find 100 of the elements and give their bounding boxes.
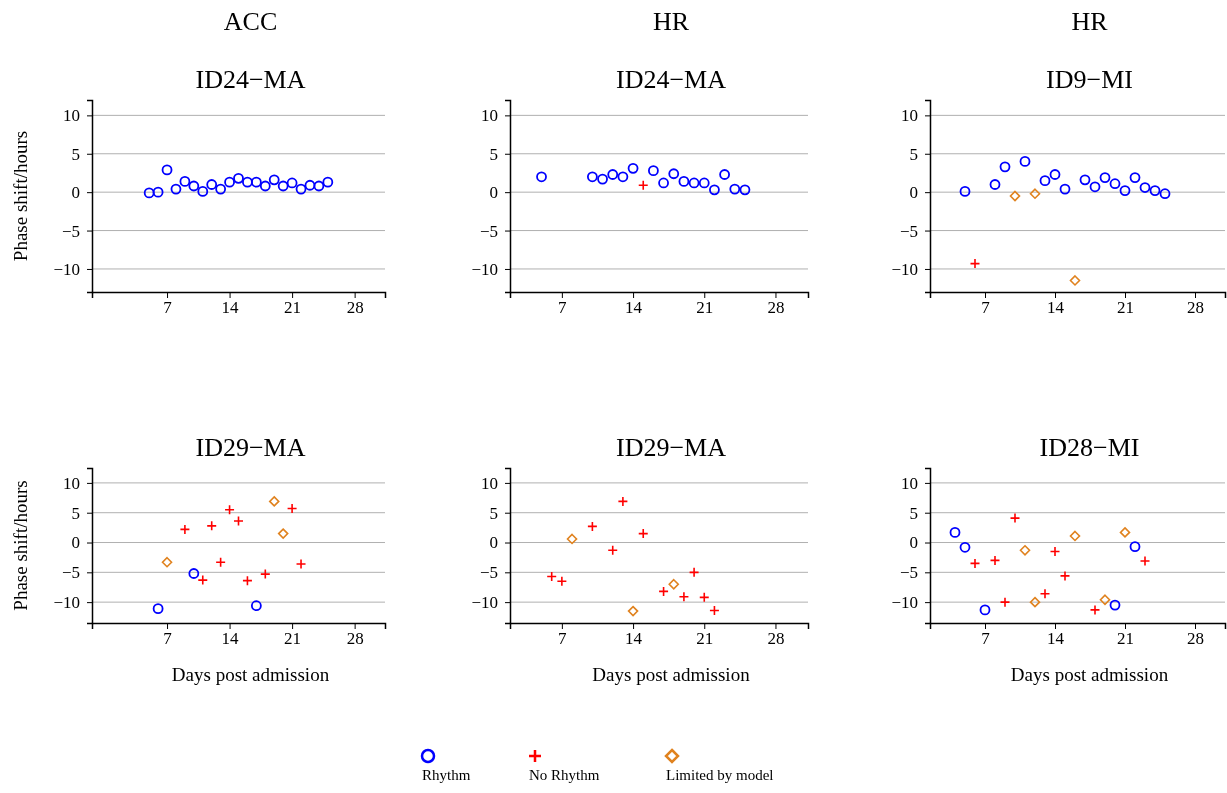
y-tick-label: 10: [901, 106, 918, 126]
y-tick-label: 10: [481, 106, 498, 126]
x-axis-title: Days post admission: [171, 664, 330, 685]
point: [729, 183, 741, 195]
point: [277, 528, 289, 539]
y-axis-title: Phase shift/hours: [10, 480, 31, 611]
point: [979, 604, 991, 616]
x-tick-label: 7: [163, 298, 173, 318]
point: [1019, 156, 1031, 167]
point: [678, 176, 690, 187]
x-tick-label: 21: [1117, 298, 1134, 318]
y-tick-label: 5: [71, 503, 80, 523]
point: [170, 183, 182, 195]
y-tick-label: 5: [71, 144, 80, 164]
x-tick-label: 21: [1117, 629, 1134, 649]
y-tick-label: 0: [489, 183, 498, 203]
x-tick-label: 28: [767, 298, 785, 318]
point: [949, 526, 961, 538]
x-tick-label: 28: [1187, 298, 1204, 318]
point: [322, 176, 334, 188]
point: [959, 541, 971, 553]
point: [268, 496, 280, 507]
point: [959, 185, 971, 197]
point: [197, 185, 209, 197]
legend-label: No Rhythm: [529, 767, 600, 783]
point: [1129, 541, 1141, 553]
point: [1109, 178, 1121, 190]
chart-subtitle: ID24−MA: [195, 65, 306, 94]
point: [161, 556, 173, 568]
x-tick-label: 14: [1047, 298, 1065, 318]
x-tick-label: 28: [346, 629, 364, 649]
x-tick-label: 21: [284, 629, 302, 649]
point: [1059, 570, 1071, 582]
point: [1109, 599, 1121, 611]
point: [1159, 188, 1171, 200]
x-tick-label: 7: [981, 298, 991, 318]
point: [617, 171, 629, 183]
point: [1019, 544, 1031, 556]
point: [688, 177, 700, 189]
point: [607, 544, 619, 556]
point: [224, 176, 235, 188]
point: [607, 169, 619, 180]
x-tick-label: 14: [625, 298, 643, 318]
point: [215, 183, 227, 195]
point: [637, 179, 649, 191]
point: [304, 179, 316, 191]
point: [188, 180, 200, 192]
point: [206, 179, 218, 190]
x-tick-label: 28: [346, 298, 364, 318]
point: [1089, 604, 1101, 616]
point: [709, 184, 720, 196]
point: [1079, 174, 1091, 186]
point: [206, 520, 217, 532]
x-tick-label: 7: [981, 629, 991, 649]
x-tick-label: 14: [1047, 629, 1065, 649]
point: [250, 600, 262, 612]
y-tick-label: 10: [63, 473, 80, 493]
y-tick-label: 10: [481, 473, 498, 493]
point: [566, 533, 578, 545]
point: [1009, 512, 1021, 524]
point: [648, 165, 659, 177]
y-tick-label: 10: [901, 473, 918, 493]
point: [1049, 169, 1061, 180]
y-tick-label: 0: [909, 183, 918, 203]
point: [627, 162, 639, 174]
x-tick-label: 28: [767, 629, 785, 649]
point: [1039, 175, 1051, 187]
y-tick-label: 5: [489, 503, 498, 523]
point: [668, 578, 680, 590]
y-tick-label: −10: [471, 593, 498, 613]
y-tick-label: −5: [899, 563, 918, 583]
chart-title: ID29−MA: [616, 433, 727, 462]
y-axis-title: Phase shift/hours: [10, 130, 31, 262]
point: [259, 180, 271, 192]
point: [1119, 527, 1131, 538]
y-tick-label: −10: [53, 259, 80, 279]
y-tick-label: −10: [891, 259, 918, 279]
point: [161, 164, 173, 176]
point: [233, 172, 244, 184]
point: [295, 183, 307, 195]
y-tick-label: 0: [489, 533, 498, 553]
point: [698, 177, 710, 189]
point: [1029, 188, 1041, 199]
x-tick-label: 21: [696, 629, 714, 649]
chart-subtitle: ID24−MA: [616, 65, 727, 94]
point: [999, 161, 1011, 173]
point: [597, 173, 608, 185]
y-tick-label: −5: [61, 221, 80, 241]
y-tick-label: 0: [71, 533, 80, 553]
point: [1139, 555, 1151, 567]
x-tick-label: 28: [1187, 629, 1204, 649]
point: [286, 177, 298, 189]
x-tick-label: 7: [163, 629, 173, 649]
x-tick-label: 21: [284, 298, 302, 318]
point: [1099, 172, 1111, 183]
chart-title: HR: [652, 7, 690, 36]
point: [1119, 185, 1131, 197]
chart-title: ACC: [223, 7, 278, 36]
point: [295, 558, 307, 570]
y-tick-label: −5: [899, 221, 918, 241]
